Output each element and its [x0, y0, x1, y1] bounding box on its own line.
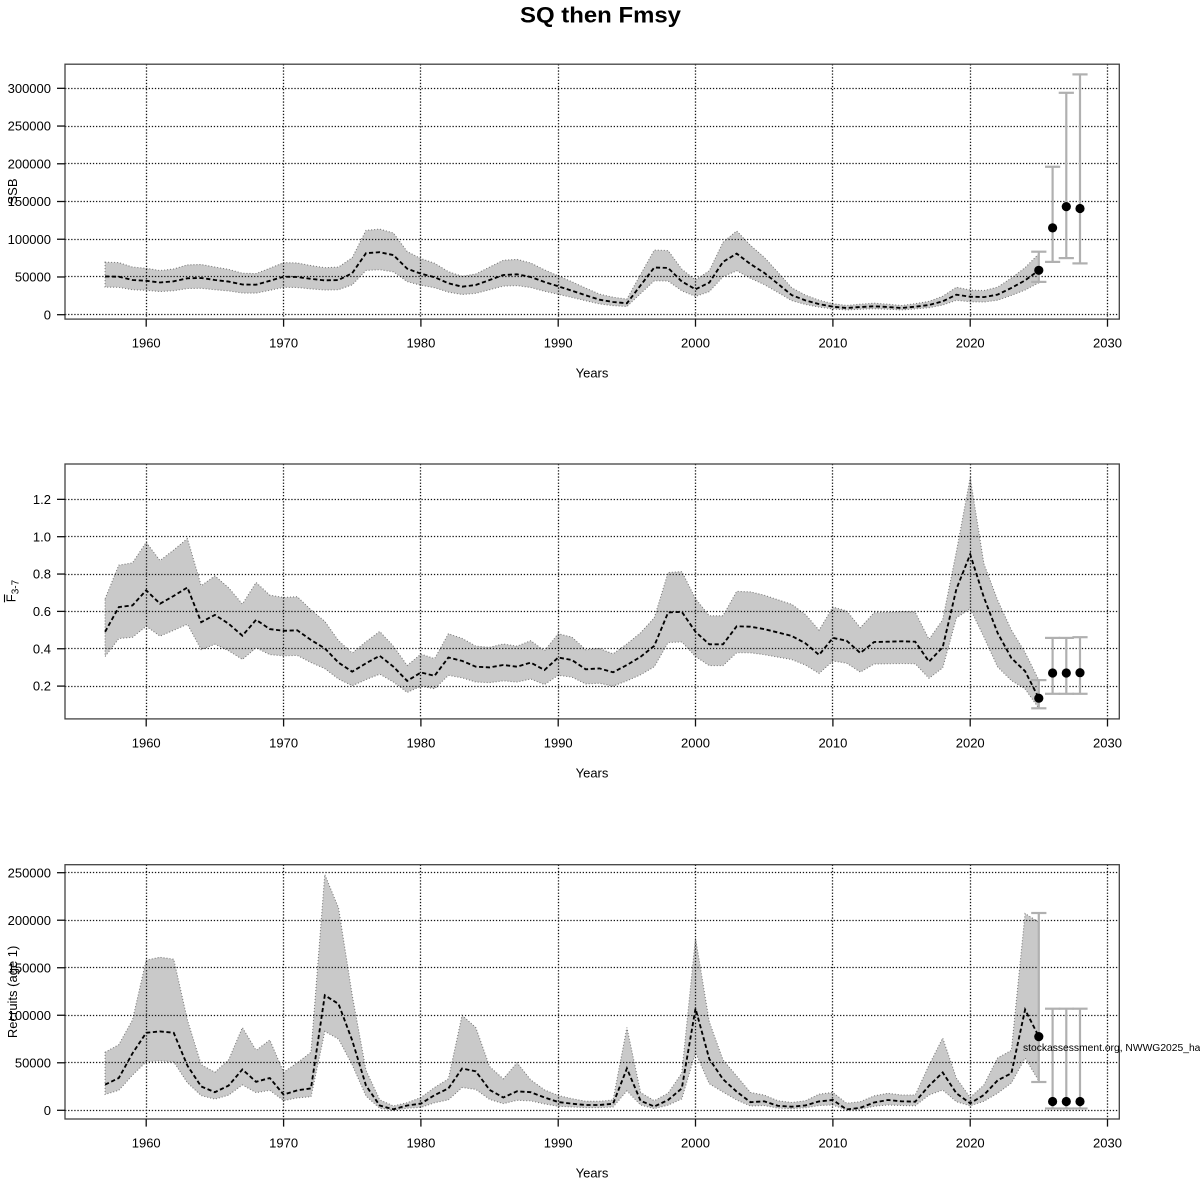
svg-text:Years: Years	[576, 366, 609, 381]
svg-text:150000: 150000	[8, 960, 51, 975]
svg-text:1980: 1980	[406, 336, 435, 351]
svg-text:1990: 1990	[544, 1136, 573, 1151]
svg-text:0: 0	[44, 1103, 51, 1118]
svg-text:SQ then Fmsy: SQ then Fmsy	[520, 3, 682, 28]
svg-text:2030: 2030	[1093, 1136, 1122, 1151]
svg-text:2010: 2010	[818, 736, 847, 751]
svg-text:1970: 1970	[269, 336, 298, 351]
svg-text:Years: Years	[576, 766, 609, 781]
svg-text:50000: 50000	[15, 270, 51, 285]
svg-text:1960: 1960	[132, 1136, 161, 1151]
svg-text:300000: 300000	[8, 81, 51, 96]
svg-text:1960: 1960	[132, 736, 161, 751]
svg-text:2020: 2020	[956, 1136, 985, 1151]
svg-text:250000: 250000	[8, 865, 51, 880]
svg-text:1980: 1980	[406, 736, 435, 751]
svg-text:Recruits (age 1): Recruits (age 1)	[5, 946, 20, 1038]
svg-text:1990: 1990	[544, 336, 573, 351]
svg-text:2030: 2030	[1093, 336, 1122, 351]
svg-text:50000: 50000	[15, 1055, 51, 1070]
svg-text:250000: 250000	[8, 119, 51, 134]
svg-text:100000: 100000	[8, 232, 51, 247]
svg-text:0: 0	[44, 307, 51, 322]
svg-text:200000: 200000	[8, 913, 51, 928]
svg-text:1970: 1970	[269, 1136, 298, 1151]
svg-text:1.2: 1.2	[33, 492, 51, 507]
svg-text:1.0: 1.0	[33, 529, 51, 544]
svg-text:1970: 1970	[269, 736, 298, 751]
svg-text:0.4: 0.4	[33, 641, 51, 656]
svg-text:1960: 1960	[132, 336, 161, 351]
svg-text:200000: 200000	[8, 156, 51, 171]
svg-text:150000: 150000	[8, 194, 51, 209]
svg-text:0.6: 0.6	[33, 604, 51, 619]
svg-text:2000: 2000	[681, 736, 710, 751]
svg-text:0.8: 0.8	[33, 567, 51, 582]
svg-text:1980: 1980	[406, 1136, 435, 1151]
svg-text:2030: 2030	[1093, 736, 1122, 751]
svg-text:2020: 2020	[956, 336, 985, 351]
svg-text:stockassessment.org, NWWG2025_: stockassessment.org, NWWG2025_haddock	[1023, 1043, 1200, 1054]
svg-text:2000: 2000	[681, 1136, 710, 1151]
svg-text:Years: Years	[576, 1166, 609, 1181]
svg-text:2010: 2010	[818, 336, 847, 351]
svg-text:2000: 2000	[681, 336, 710, 351]
svg-text:2010: 2010	[818, 1136, 847, 1151]
svg-text:100000: 100000	[8, 1008, 51, 1023]
svg-text:F3-7: F3-7	[4, 579, 22, 602]
svg-text:2020: 2020	[956, 736, 985, 751]
svg-text:0.2: 0.2	[33, 679, 51, 694]
svg-text:1990: 1990	[544, 736, 573, 751]
svg-text:SSB: SSB	[5, 178, 20, 204]
